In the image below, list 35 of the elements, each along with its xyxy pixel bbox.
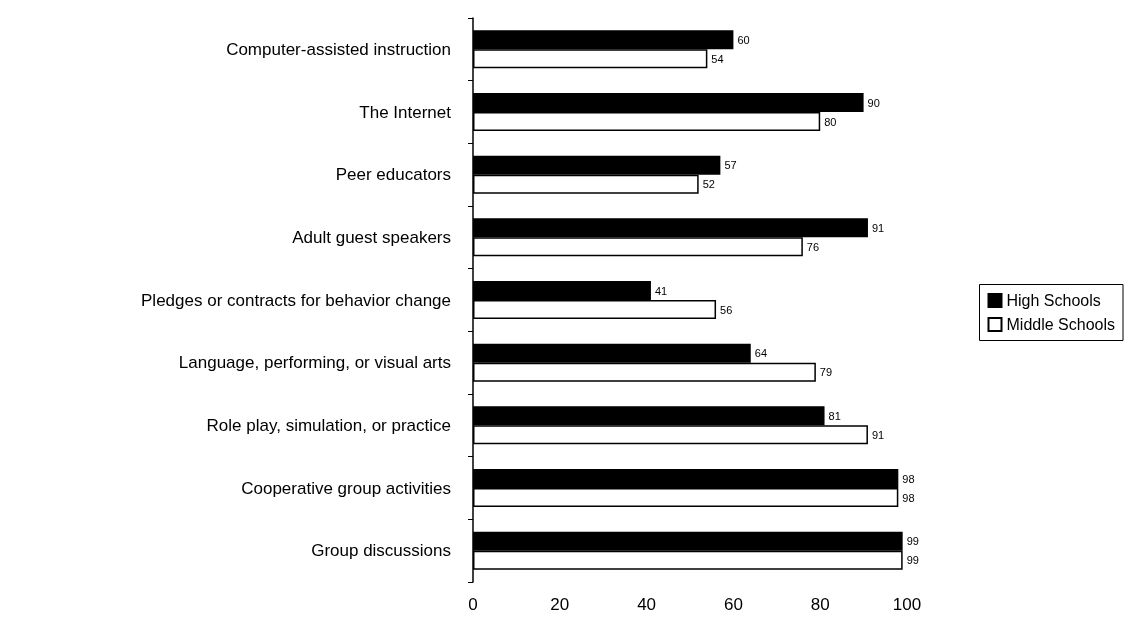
data-label: 60 [737,33,750,46]
data-label: 64 [754,347,768,360]
x-tick-label: 0 [468,595,478,614]
data-label: 80 [824,115,837,128]
x-tick-label: 100 [892,595,922,614]
data-label: 54 [711,52,724,65]
x-tick-label: 80 [810,595,830,614]
data-label: 79 [819,366,833,379]
y-tick-label: Computer-assisted instruction [226,39,451,59]
data-label: 98 [902,472,915,485]
data-label: 52 [702,178,715,191]
data-label: 57 [724,159,737,172]
data-label: 76 [806,240,820,253]
y-tick-label: Role play, simulation, or practice [206,415,451,435]
x-tick-label: 60 [723,595,743,614]
data-label: 41 [654,284,668,297]
data-label: 91 [871,428,885,441]
data-label: 90 [867,96,880,109]
legend-label: Middle Schools [1006,316,1115,333]
y-tick-label: Cooperative group activities [241,478,451,498]
y-tick-label: Pledges or contracts for behavior change [141,290,451,310]
legend-label: High Schools [1006,292,1101,309]
x-tick-label: 20 [550,595,570,614]
y-tick-label: Language, performing, or visual arts [178,353,451,373]
y-tick-label: Peer educators [335,165,451,185]
data-label: 98 [902,491,915,504]
data-label: 81 [828,409,841,422]
y-tick-label: Adult guest speakers [292,227,451,247]
data-label: 91 [871,221,885,234]
y-tick-label: Group discussions [311,541,451,561]
data-label: 99 [906,554,919,567]
data-label: 56 [720,303,733,316]
y-tick-label: The Internet [359,102,452,122]
x-tick-label: 40 [637,595,657,614]
data-label: 99 [906,535,919,548]
